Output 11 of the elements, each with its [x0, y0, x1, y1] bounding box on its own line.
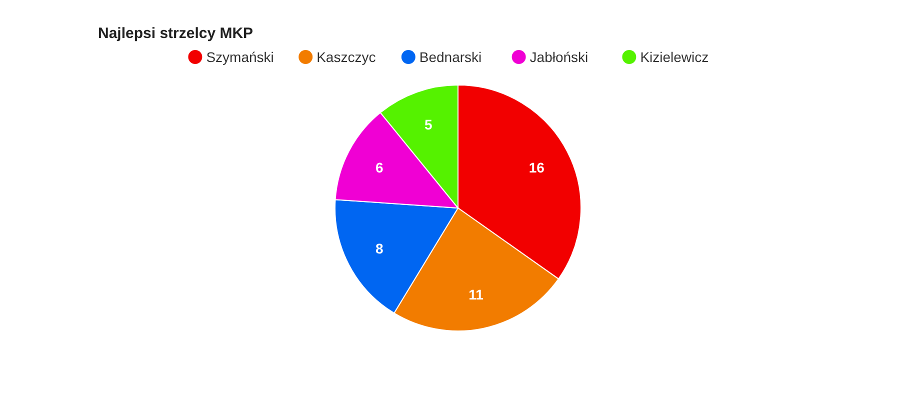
legend-label: Jabłoński [530, 49, 588, 65]
data-label: 16 [528, 159, 545, 176]
legend-label: Bednarski [419, 49, 482, 65]
data-label: 5 [424, 116, 432, 133]
legend-label: Szymański [206, 49, 274, 65]
legend-label: Kaszczyc [316, 49, 376, 65]
data-label: 8 [375, 240, 384, 257]
legend-label: Kizielewicz [640, 49, 709, 65]
data-label: 6 [375, 159, 384, 176]
data-label: 11 [468, 286, 484, 303]
chart-title: Najlepsi strzelcy MKP [98, 25, 254, 42]
